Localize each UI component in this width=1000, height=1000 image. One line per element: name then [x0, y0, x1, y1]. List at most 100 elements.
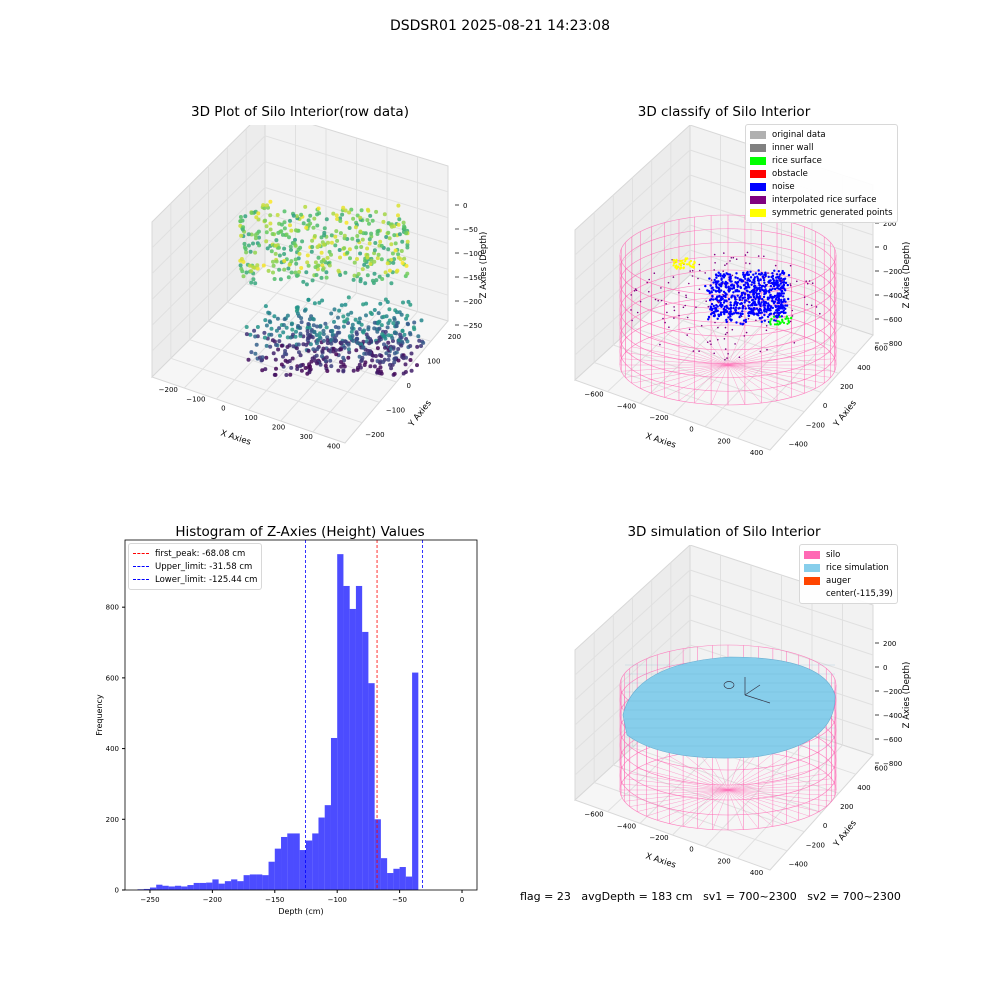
p1-point — [273, 251, 278, 256]
p1-point — [303, 366, 308, 370]
p2-noise-point — [728, 273, 732, 276]
p1-point — [339, 360, 343, 364]
p1-point — [272, 339, 277, 344]
p1-point — [379, 323, 384, 328]
p2-interp-point — [654, 298, 657, 301]
hist-bar — [299, 850, 306, 890]
p1-point — [402, 224, 406, 229]
p1-point — [367, 341, 372, 346]
p2-rice-point — [775, 323, 778, 326]
p1-point — [308, 364, 312, 369]
p2-noise-point — [769, 279, 772, 282]
p2-noise-point — [753, 277, 756, 281]
p2-noise-point — [724, 283, 728, 287]
p2-interp-point — [673, 309, 676, 312]
p2-noise-point — [707, 318, 710, 321]
p1-point — [396, 203, 401, 208]
p2-noise-point — [741, 306, 744, 309]
p1-point — [399, 249, 404, 253]
p1-point — [337, 308, 342, 313]
p1-point — [307, 317, 312, 322]
p1-point — [372, 364, 377, 369]
p1-point — [289, 365, 294, 370]
hist-bar — [218, 883, 225, 890]
p1-point — [271, 351, 276, 356]
p2-interp-point — [738, 356, 741, 358]
legend-item: rice surface — [750, 154, 893, 167]
p1-point — [277, 339, 282, 344]
p2-interp-point — [704, 272, 706, 274]
p2-noise-point — [755, 294, 758, 297]
p1-point — [298, 331, 303, 336]
p2-rice-point — [778, 315, 781, 318]
p1-point — [310, 356, 315, 361]
p2-noise-point — [736, 294, 739, 297]
p2-silo-spoke — [710, 325, 729, 366]
p1-point — [326, 240, 330, 245]
p2-noise-point — [738, 278, 742, 281]
p4-xtick: −600 — [584, 811, 603, 819]
p2-noise-point — [770, 288, 773, 292]
p1-point — [271, 259, 275, 264]
p2-noise-point — [784, 311, 787, 314]
hist-bar — [281, 836, 288, 890]
p1-point — [369, 231, 374, 236]
hist-bar — [237, 881, 244, 890]
p4-ztick: −800 — [883, 760, 902, 768]
p2-noise-point — [707, 289, 711, 293]
p2-silo-spoke — [727, 326, 762, 366]
p1-point — [325, 369, 330, 373]
p1-point — [315, 338, 320, 342]
p1-point — [358, 251, 363, 256]
p4-grid — [574, 569, 874, 676]
p2-noise-point — [783, 287, 786, 290]
p1-point — [389, 281, 394, 286]
p1-point — [325, 335, 330, 340]
p1-point — [246, 357, 251, 362]
p2-noise-point — [736, 280, 740, 284]
p2-noise-point — [778, 275, 781, 278]
hist-bar — [343, 585, 350, 890]
p4-zlabel: Z Axies (Depth) — [902, 662, 912, 729]
p2-ztick: −400 — [883, 292, 902, 300]
legend-swatch — [750, 195, 766, 204]
p4-xtick: 400 — [750, 869, 763, 877]
hist-xtick: −50 — [392, 896, 407, 904]
p2-interp-point — [796, 280, 798, 283]
p2-noise-point — [764, 300, 767, 304]
p1-point — [382, 212, 387, 217]
p1-point — [377, 371, 382, 376]
p1-xtick: 0 — [221, 405, 225, 413]
p1-point — [282, 259, 287, 263]
p2-noise-point — [758, 284, 762, 287]
p2-interp-point — [646, 281, 648, 284]
legend-label: obstacle — [772, 168, 808, 179]
p2-noise-point — [775, 273, 779, 276]
p1-point — [360, 237, 365, 242]
hist-bar — [256, 874, 263, 890]
p2-interp-point — [630, 294, 632, 296]
p2-interp-point — [689, 270, 691, 272]
p2-noise-point — [777, 287, 780, 290]
p1-point — [324, 325, 329, 330]
p2-noise-point — [758, 316, 762, 320]
p1-point — [385, 261, 390, 266]
p2-noise-point — [760, 301, 763, 304]
p1-point — [333, 339, 338, 344]
status-avg-depth: avgDepth = 183 cm — [581, 890, 693, 903]
p1-point — [330, 332, 335, 337]
p1-point — [256, 211, 261, 216]
p2-noise-point — [712, 304, 715, 308]
p2-noise-point — [719, 273, 722, 276]
p2-silo-spoke — [710, 364, 729, 405]
p1-point — [392, 233, 397, 238]
p1-point — [296, 256, 301, 261]
p2-silo-spoke — [727, 364, 778, 401]
legend-item: inner wall — [750, 141, 893, 154]
hist-bar — [143, 888, 150, 890]
p2-noise-point — [753, 301, 757, 305]
legend-label: first_peak: -68.08 cm — [155, 548, 246, 559]
p1-point — [302, 308, 307, 313]
p1-point — [257, 235, 261, 240]
p2-noise-point — [715, 280, 719, 283]
